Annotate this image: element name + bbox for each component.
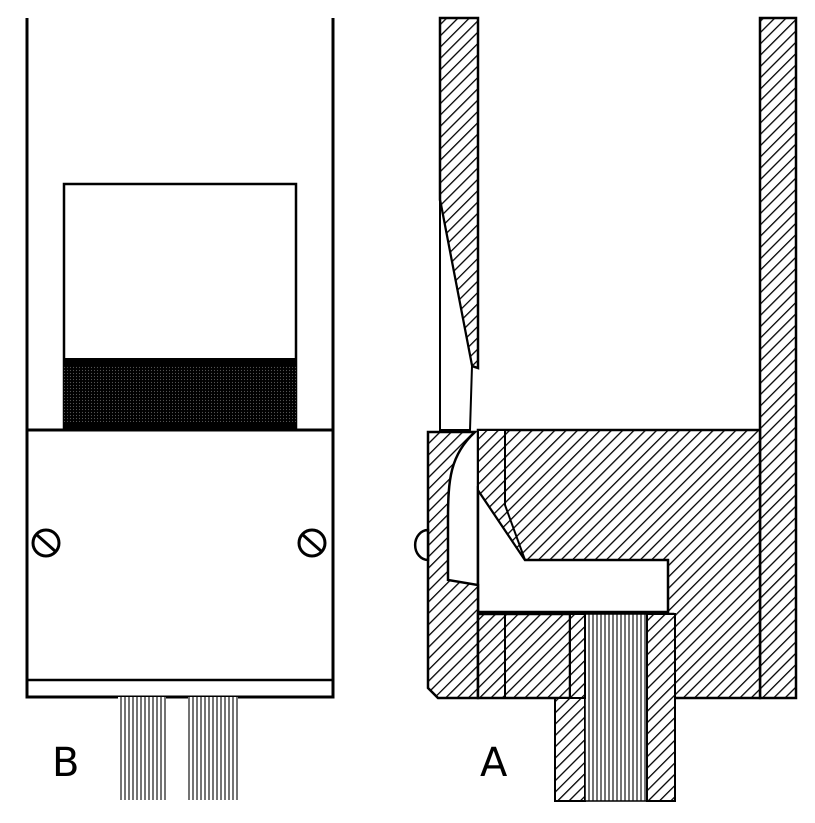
view-a-screw-head — [413, 528, 430, 562]
view-b-label: B — [52, 740, 79, 786]
view-a-stem-outer-left — [554, 697, 586, 802]
view-b-stem-right — [188, 697, 238, 800]
view-a-wedge — [477, 429, 526, 561]
view-a: A — [413, 16, 798, 802]
view-a-left-wall-upper — [438, 16, 480, 370]
view-b-window-dark-band — [64, 358, 296, 428]
view-b-screw-left — [31, 528, 61, 558]
view-a-stem-outer-right — [646, 613, 676, 802]
view-b: B — [25, 18, 335, 800]
view-a-lower-sleeve — [476, 612, 572, 700]
view-b-cap-plate — [25, 428, 335, 699]
view-a-spring-blade — [439, 199, 474, 431]
view-a-stem-core — [584, 613, 648, 802]
view-b-screw-right — [297, 528, 327, 558]
view-a-right-wall — [758, 16, 798, 700]
view-b-stem-left — [118, 697, 166, 800]
view-a-cap — [426, 430, 480, 700]
view-a-label: A — [480, 740, 508, 786]
